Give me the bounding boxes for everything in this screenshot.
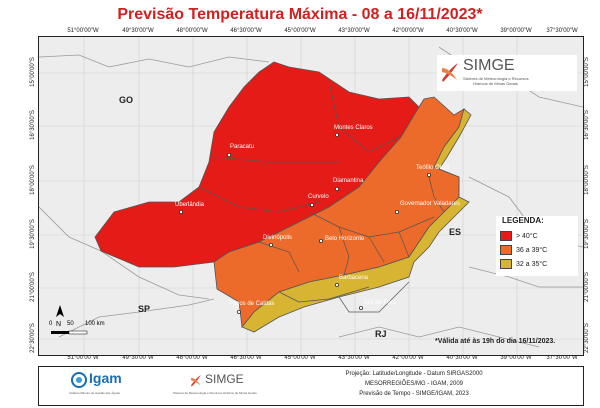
legend-item: 36 a 39°C [500, 245, 547, 255]
legend: LEGENDA: > 40°C 36 a 39°C 32 a 35°C [496, 216, 578, 276]
lat-tick: 22°30'00"S [584, 323, 590, 353]
lat-tick: 19°30'00"S [584, 219, 590, 249]
lon-tick: 51°00'00"W [67, 28, 99, 34]
lon-tick: 37°30'00"W [546, 355, 578, 361]
city-label: Barbacena [339, 275, 369, 281]
lat-tick: 18°00'00"S [584, 165, 590, 195]
igam-logo-icon [71, 372, 87, 388]
lon-tick: 40°30'00"W [446, 355, 478, 361]
mesoregion-borders [198, 81, 445, 313]
igam-logo-subtitle: Instituto Mineiro de Gestão das Águas [69, 391, 120, 395]
lat-tick: 21°00'00"S [30, 272, 36, 302]
footer-forecast: Previsão de Tempo - SIMGE/IGAM, 2023 [359, 391, 469, 397]
north-arrow-icon [56, 305, 64, 317]
legend-title: LEGENDA: [502, 216, 544, 225]
validity-note: *Válida até às 19h do dia 16/11/2023. [435, 338, 556, 345]
state-label-sp: SP [138, 304, 151, 314]
lon-tick: 49°30'00"W [122, 355, 154, 361]
simge-footer-name: SIMGE [205, 372, 244, 386]
scale-label: 100 km [85, 321, 105, 327]
lon-tick: 37°30'00"W [546, 28, 578, 34]
lon-tick: 49°30'00"W [122, 28, 154, 34]
simge-footer-subtitle: Sistema de Meteorologia e Recursos Hídri… [173, 391, 257, 395]
footer-projection: Projeção: Latitude/Longitude - Datum SIR… [345, 371, 483, 377]
simge-logo-subtitle: Sistema de Meteorologia e Recursos [463, 76, 529, 81]
city-label: Poços de Caldas [229, 301, 275, 307]
lat-tick: 18°00'00"S [30, 165, 36, 195]
simge-logo: SIMGE Sistema de Meteorologia e Recursos… [437, 55, 577, 91]
region-32-35 [241, 108, 472, 333]
north-label: N [56, 321, 62, 328]
lat-tick: 19°30'00"S [30, 219, 36, 249]
city-label: Uberlândia [175, 202, 205, 208]
lon-tick: 46°30'00"W [230, 28, 262, 34]
lon-tick: 43°30'00"W [338, 28, 370, 34]
lon-tick: 42°00'00"W [392, 355, 424, 361]
city-label: Belo Horizonte [325, 236, 365, 242]
legend-swatch [500, 245, 512, 255]
lon-tick: 43°30'00"W [338, 355, 370, 361]
simge-logo-subtitle: Hídricos de Minas Gerais [473, 81, 518, 86]
legend-swatch [500, 259, 512, 269]
scale-bar [51, 330, 88, 335]
lat-tick: 15°00'00"S [30, 57, 36, 87]
city-label: Divinópolis [263, 235, 293, 241]
lon-tick: 39°00'00"W [500, 355, 532, 361]
lon-tick: 42°00'00"W [392, 28, 424, 34]
city-label: Paracatu [230, 144, 255, 150]
state-label-rj: RJ [375, 329, 387, 339]
lon-tick: 51°00'00"W [67, 355, 99, 361]
legend-item: 32 a 35°C [500, 259, 547, 269]
lat-tick: 16°30'00"S [584, 110, 590, 140]
legend-item: > 40°C [500, 231, 538, 241]
city-label: Curvelo [308, 194, 329, 200]
scale-label: 50 [67, 321, 74, 327]
map-title: Previsão Temperatura Máxima - 08 a 16/11… [117, 6, 483, 23]
lon-tick: 48°00'00"W [176, 355, 208, 361]
state-label-go: GO [119, 95, 134, 105]
legend-swatch [500, 231, 512, 241]
simge-logo-icon [442, 63, 458, 82]
lat-tick: 21°00'00"S [584, 272, 590, 302]
footer: Igam Instituto Mineiro de Gestão das Águ… [38, 366, 584, 406]
city-label: Teófilo Otoni [416, 165, 450, 171]
city-label: Juiz de Fora [363, 300, 397, 306]
lon-tick: 48°00'00"W [176, 28, 208, 34]
lon-tick: 40°30'00"W [446, 28, 478, 34]
city-label: Diamantina [333, 178, 364, 184]
lon-tick: 45°00'00"W [284, 28, 316, 34]
lat-tick: 22°30'00"S [30, 323, 36, 353]
state-label-es: ES [449, 227, 462, 237]
city-markers [178, 133, 431, 314]
lon-tick: 39°00'00"W [500, 28, 532, 34]
map-frame[interactable]: Montes Claros Paracatu Teófilo Otoni Dia… [38, 36, 584, 356]
city-label: Montes Claros [334, 125, 373, 131]
footer-mesoregions: MESORREGIÕES/MG - IGAM, 2009 [364, 381, 464, 387]
simge-logo-name: SIMGE [463, 57, 515, 74]
lat-tick: 16°30'00"S [30, 110, 36, 140]
igam-logo-name: Igam [89, 370, 122, 386]
lat-tick: 15°00'00"S [584, 57, 590, 87]
lon-tick: 45°00'00"W [284, 355, 316, 361]
simge-footer-icon [191, 374, 201, 387]
scale-label: 0 [49, 321, 53, 327]
lon-tick: 46°30'00"W [230, 355, 262, 361]
city-label: Governador Valadares [400, 201, 460, 207]
